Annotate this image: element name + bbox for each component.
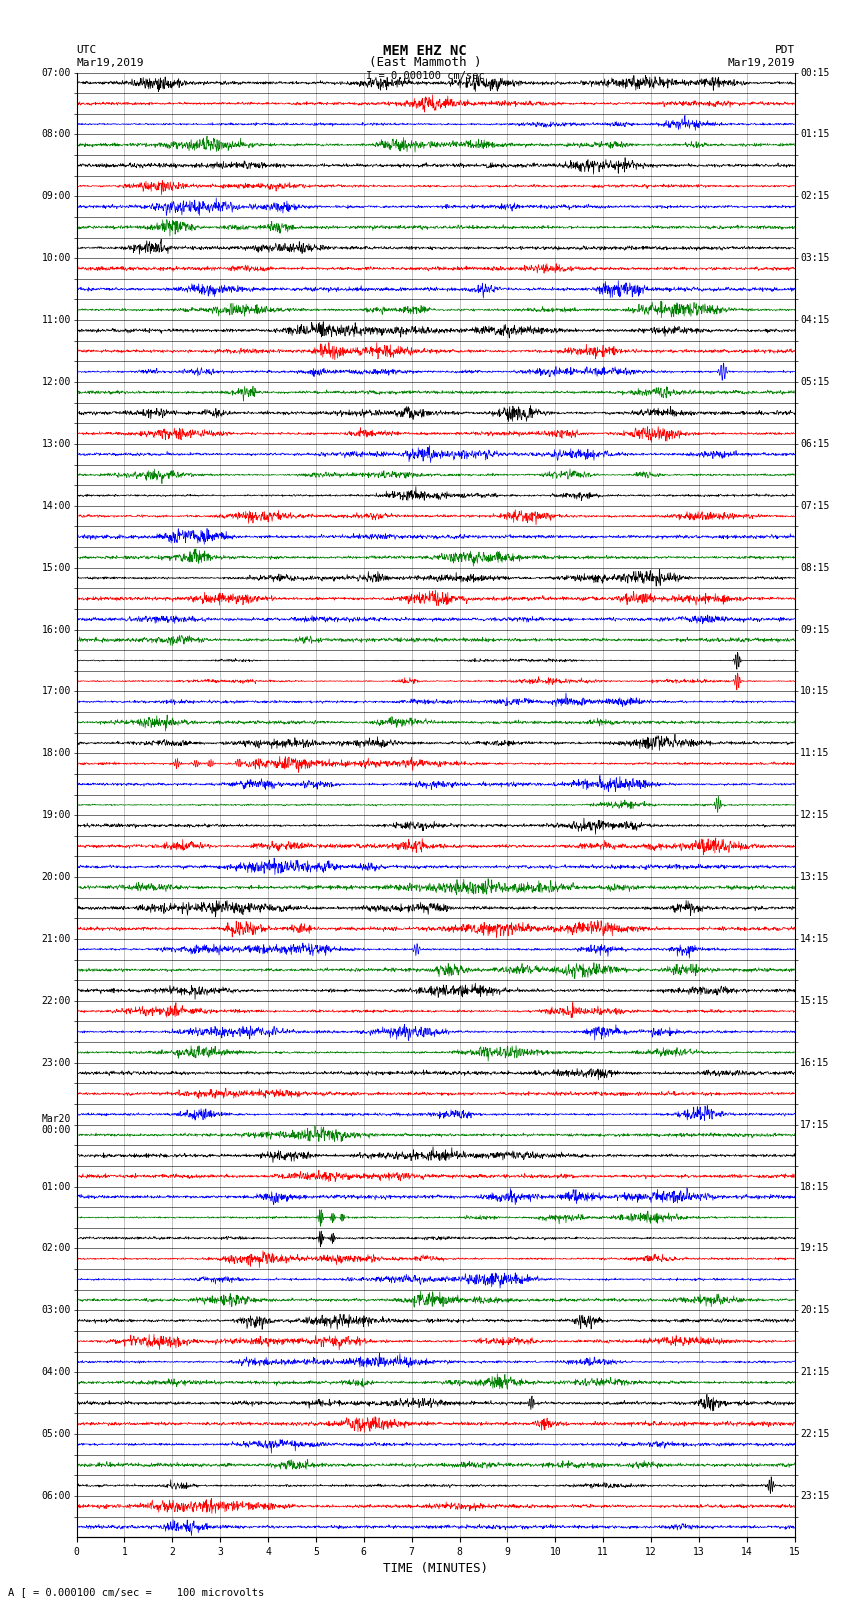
X-axis label: TIME (MINUTES): TIME (MINUTES) (383, 1563, 488, 1576)
Text: Mar19,2019: Mar19,2019 (728, 58, 795, 68)
Text: MEM EHZ NC: MEM EHZ NC (383, 44, 467, 58)
Text: A [ = 0.000100 cm/sec =    100 microvolts: A [ = 0.000100 cm/sec = 100 microvolts (8, 1587, 264, 1597)
Text: UTC: UTC (76, 45, 97, 55)
Text: Mar19,2019: Mar19,2019 (76, 58, 144, 68)
Text: PDT: PDT (774, 45, 795, 55)
Text: I = 0.000100 cm/sec: I = 0.000100 cm/sec (366, 71, 484, 81)
Text: (East Mammoth ): (East Mammoth ) (369, 56, 481, 69)
